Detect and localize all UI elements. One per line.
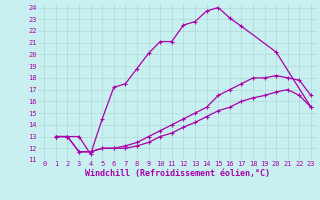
X-axis label: Windchill (Refroidissement éolien,°C): Windchill (Refroidissement éolien,°C) [85,169,270,178]
